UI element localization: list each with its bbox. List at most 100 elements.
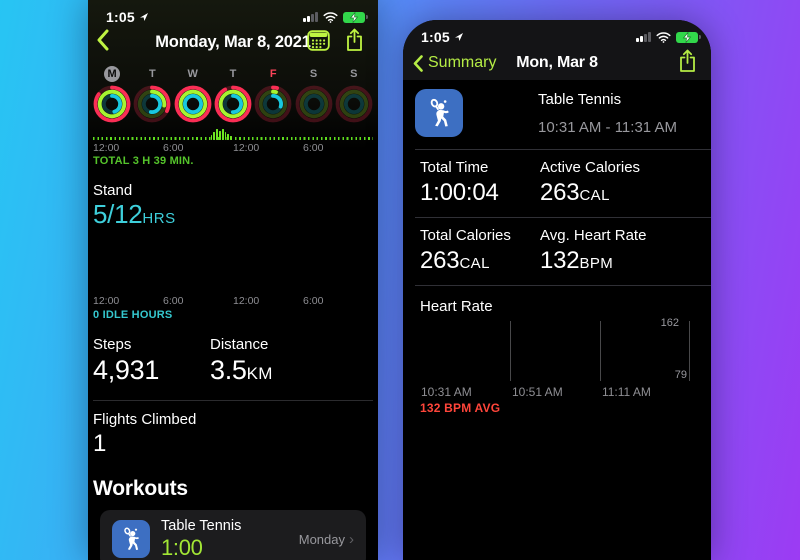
flights-value: 1 [93,430,107,457]
back-label: Summary [428,54,497,71]
page-title: Mon, Mar 8 [516,54,598,71]
stat-label: Total Calories [420,227,511,244]
divider [415,285,711,286]
min-bpm-label: 79 [674,369,687,381]
move-timeline-baseline [93,137,373,140]
battery-charging-icon [343,11,368,23]
clock: 1:05 [106,9,149,25]
page-title: Monday, Mar 8, 2021 [155,32,311,51]
status-bar: 1:05 [403,20,711,46]
y-axis-line [689,321,690,381]
share-icon[interactable] [678,49,697,73]
activity-rings-day-0[interactable] [92,85,132,123]
total-calories-value: 263CAL [420,247,490,274]
back-chevron-icon[interactable] [96,29,109,51]
axis-tick: 6:00 [163,142,184,154]
table-tennis-icon [415,89,463,137]
nav-bar: Summary Mon, Mar 8 [403,46,711,80]
stand-value: 5/12HRS [93,199,176,229]
axis-tick: 6:00 [163,295,184,307]
workout-summary-header: Table Tennis 10:31 AM - 11:31 AM [403,80,711,149]
status-time: 1:05 [106,9,135,25]
status-bar: 1:05 [88,0,378,26]
workout-title: Table Tennis [538,91,622,108]
page-indicator[interactable] [403,432,711,439]
day-cell-2[interactable]: W [187,67,198,80]
workout-card[interactable]: Table Tennis 1:00 Monday › [100,510,366,560]
gridline [599,321,601,381]
page-dot-active[interactable] [546,432,553,439]
location-arrow-icon [139,13,148,21]
back-chevron-icon [413,54,423,72]
avg-bpm-label: 132 BPM AVG [420,401,501,415]
move-timeline-chart [93,127,373,140]
heart-rate-chart[interactable]: 162 79 [420,317,690,381]
cellular-signal-icon [303,12,318,22]
stat-label: Active Calories [540,159,641,176]
activity-rings-day-6[interactable] [334,85,374,123]
total-time-value: 1:00:04 [420,179,499,206]
distance-label: Distance [210,336,269,353]
move-timeline-axis: 12:00 6:00 12:00 6:00 [93,142,373,155]
status-time: 1:05 [421,29,450,45]
move-timeline-activity-cluster [210,129,232,140]
day-cell-0[interactable]: M [92,65,132,82]
calendar-icon[interactable] [307,30,330,51]
axis-tick: 12:00 [233,295,260,307]
share-icon[interactable] [345,28,364,52]
steps-value: 4,931 [93,355,160,385]
cellular-signal-icon [636,32,651,42]
activity-rings-day-2[interactable] [173,85,213,123]
stats-row: Total Time 1:00:04 Active Calories 263CA… [403,150,711,217]
stand-hours-chart [93,235,373,293]
table-tennis-icon [112,520,150,558]
gridline [509,321,511,381]
stat-label: Total Time [420,159,489,176]
move-total-label: TOTAL 3 H 39 MIN. [93,155,194,167]
day-cell-5[interactable]: S [309,67,318,80]
battery-charging-icon [676,31,701,43]
workout-card-duration: 1:00 [161,534,203,560]
divider [415,149,711,150]
divider [415,217,711,218]
activity-rings-day-4[interactable] [253,85,293,123]
day-cell-4[interactable]: F [269,67,277,80]
wifi-icon [323,11,338,23]
workout-card-title: Table Tennis [161,517,242,534]
day-cell-3[interactable]: T [229,67,237,80]
axis-tick: 12:00 [233,142,260,154]
axis-tick: 12:00 [93,295,120,307]
day-cell-6[interactable]: S [350,67,358,80]
axis-tick: 10:51 AM [511,385,563,399]
axis-tick: 6:00 [303,295,324,307]
steps-label: Steps [93,336,132,353]
active-calories-value: 263CAL [540,179,610,206]
activity-rings-day-5[interactable] [293,85,333,123]
divider [93,400,373,401]
clock: 1:05 [421,29,464,45]
axis-tick: 12:00 [93,142,120,154]
activity-summary-screen: 1:05 Monday, Mar 8, 2021 M T W T F S S 12:00 6… [88,0,378,560]
idle-hours-label: 0 IDLE HOURS [93,309,173,321]
day-cell-1[interactable]: T [149,67,156,80]
nav-bar: Monday, Mar 8, 2021 [88,26,378,58]
workout-card-day: Monday [298,531,345,547]
distance-value: 3.5KM [210,355,273,385]
max-bpm-label: 162 [660,317,679,329]
wifi-icon [656,31,671,43]
avg-heart-rate-value: 132BPM [540,247,614,274]
chevron-right-icon: › [349,530,354,548]
workout-detail-screen: 1:05 Summary Mon, Mar 8 Table Tennis 10:… [403,20,711,560]
flights-label: Flights Climbed [93,411,197,428]
page-dot-inactive[interactable] [562,432,569,439]
heart-rate-chart-title: Heart Rate [420,298,493,315]
activity-rings-day-1[interactable] [132,85,172,123]
activity-rings-day-3[interactable] [213,85,253,123]
workouts-header: Workouts [93,477,188,500]
stand-section-label: Stand [93,182,133,199]
location-arrow-icon [454,33,463,41]
stat-label: Avg. Heart Rate [540,227,647,244]
axis-tick: 6:00 [303,142,324,154]
back-to-summary-button[interactable]: Summary [413,54,496,72]
